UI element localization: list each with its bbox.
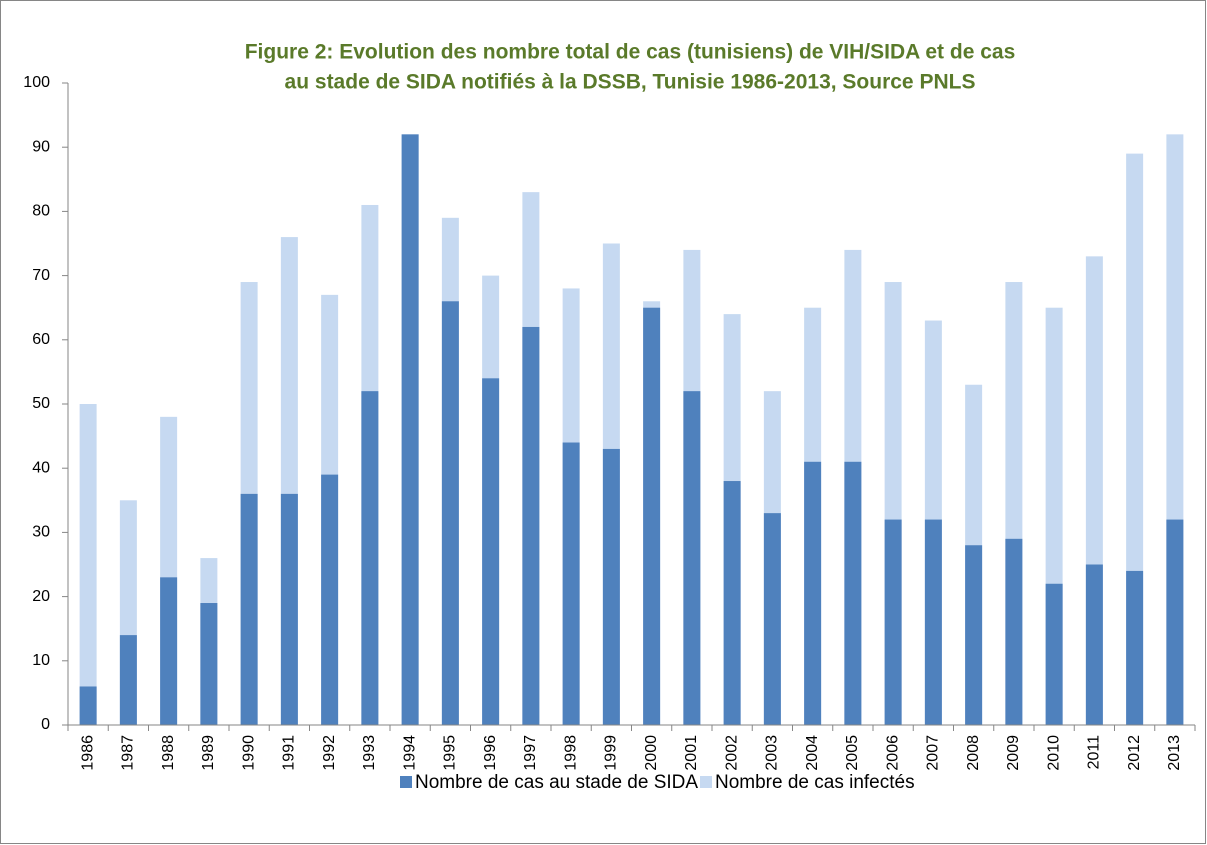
bar [683, 391, 701, 725]
bar [401, 134, 419, 726]
x-tick-label: 1999 [603, 735, 620, 771]
legend-label: Nombre de cas au stade de SIDA [415, 772, 698, 793]
chart-title: au stade de SIDA notifiés à la DSSB, Tun… [285, 71, 976, 94]
x-tick-label: 2010 [1045, 735, 1062, 771]
bar [441, 301, 459, 725]
y-tick-label: 0 [41, 716, 50, 733]
legend-swatch [400, 776, 412, 788]
bar [280, 493, 298, 725]
bar [924, 519, 942, 725]
x-tick-label: 1986 [79, 735, 96, 771]
y-tick-label: 60 [32, 331, 50, 348]
x-tick-label: 1998 [562, 735, 579, 771]
bar [884, 519, 902, 725]
x-tick-label: 2005 [844, 735, 861, 771]
bar [1005, 538, 1023, 725]
y-tick-label: 40 [32, 459, 50, 476]
y-tick-label: 20 [32, 588, 50, 605]
x-tick-label: 2009 [1005, 735, 1022, 771]
legend-swatch [700, 776, 712, 788]
bar [1126, 570, 1144, 725]
x-tick-label: 2012 [1126, 735, 1143, 771]
y-tick-label: 80 [32, 203, 50, 220]
x-tick-label: 1989 [200, 735, 217, 771]
x-tick-label: 2000 [643, 735, 660, 771]
x-tick-label: 2011 [1086, 735, 1103, 770]
x-tick-label: 1993 [361, 735, 378, 771]
bar [240, 493, 258, 725]
y-tick-label: 90 [32, 138, 50, 155]
bar [763, 513, 781, 725]
bar [804, 461, 822, 725]
x-tick-label: 2007 [925, 735, 942, 771]
bar [602, 448, 620, 725]
legend-label: Nombre de cas infectés [715, 772, 915, 793]
bar [200, 603, 218, 725]
bar [79, 404, 97, 725]
y-tick-label: 50 [32, 395, 50, 412]
x-tick-label: 1991 [281, 735, 298, 771]
bar [119, 635, 137, 725]
bar [1045, 583, 1063, 725]
bar [361, 391, 379, 725]
x-tick-label: 1997 [522, 735, 539, 771]
x-tick-label: 1990 [240, 735, 257, 771]
x-tick-label: 2004 [804, 735, 821, 771]
bar [522, 326, 540, 725]
x-tick-label: 2003 [764, 735, 781, 771]
x-tick-label: 1987 [120, 735, 137, 771]
y-tick-label: 100 [23, 74, 50, 91]
bar [723, 481, 741, 725]
x-tick-label: 2006 [884, 735, 901, 771]
y-tick-label: 70 [32, 267, 50, 284]
bar [1085, 564, 1103, 725]
x-tick-label: 2002 [723, 735, 740, 771]
bar [844, 461, 862, 725]
x-tick-label: 2008 [965, 735, 982, 771]
x-tick-label: 1988 [160, 735, 177, 771]
x-tick-label: 1994 [401, 735, 418, 771]
bar [562, 442, 580, 725]
x-tick-label: 1996 [482, 735, 499, 771]
bar [321, 474, 339, 725]
y-tick-label: 30 [32, 524, 50, 541]
x-tick-label: 1995 [442, 735, 459, 771]
bar [160, 577, 178, 725]
x-tick-label: 2001 [683, 735, 700, 771]
y-tick-label: 10 [32, 652, 50, 669]
bar [79, 686, 97, 725]
bar [482, 378, 500, 725]
bar [643, 307, 661, 725]
bar [965, 545, 983, 725]
chart-title: Figure 2: Evolution des nombre total de … [245, 41, 1016, 64]
bar [1166, 519, 1184, 725]
x-tick-label: 2013 [1166, 735, 1183, 771]
x-tick-label: 1992 [321, 735, 338, 771]
